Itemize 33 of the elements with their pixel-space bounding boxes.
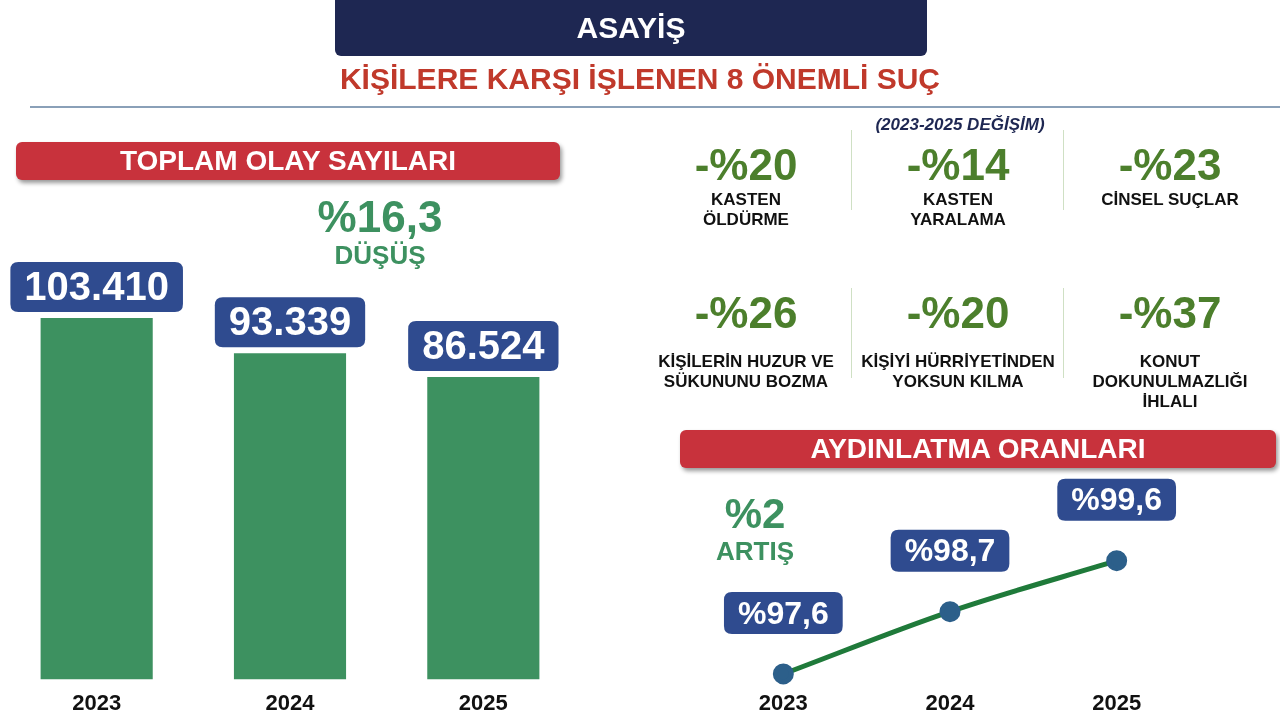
annotation: ARTIŞ (715, 536, 795, 567)
data-label: %98,7 (904, 532, 996, 569)
text: -%14 (905, 140, 1011, 190)
text: -%20 (905, 288, 1011, 338)
text: (2023-2025 DEĞİŞİM) (874, 115, 1046, 135)
text: DÜŞÜŞ (334, 240, 426, 271)
data-label: 93.339 (228, 299, 352, 344)
text: KİŞİLERİN HUZUR VE SÜKUNUNU BOZMA (657, 352, 835, 392)
text: KİŞİYİ HÜRRİYETİNDEN YOKSUN KILMA (860, 352, 1056, 392)
text: KASTEN ÖLDÜRME (702, 190, 790, 230)
chart-title: TOPLAM OLAY SAYILARI (16, 142, 560, 180)
text: ASAYİŞ (335, 0, 927, 56)
text: -%37 (1117, 288, 1223, 338)
text: CİNSEL SUÇLAR (1100, 190, 1240, 210)
text: -%26 (693, 288, 799, 338)
text: -%20 (693, 140, 799, 190)
text: KASTEN YARALAMA (909, 190, 1007, 230)
x-tick-label: 2023 (72, 689, 122, 715)
x-tick-label: 2024 (925, 689, 976, 715)
text: %16,3 (316, 192, 444, 242)
x-tick-label: 2025 (458, 689, 508, 715)
chart-title: AYDINLATMA ORANLARI (680, 430, 1276, 468)
x-tick-label: 2025 (1092, 689, 1142, 715)
text: -%23 (1117, 140, 1223, 190)
data-label: %99,6 (1071, 481, 1163, 518)
text: %2 (723, 490, 787, 538)
text: KONUT DOKUNULMAZLIĞI İHLALI (1091, 352, 1249, 412)
x-tick-label: 2023 (758, 689, 808, 715)
data-label: 86.524 (422, 323, 546, 368)
data-label: 103.410 (24, 264, 169, 309)
data-label: %97,6 (737, 594, 829, 631)
text: KİŞİLERE KARŞI İŞLENEN 8 ÖNEMLİ SUÇ (338, 62, 942, 96)
x-tick-label: 2024 (265, 689, 316, 715)
